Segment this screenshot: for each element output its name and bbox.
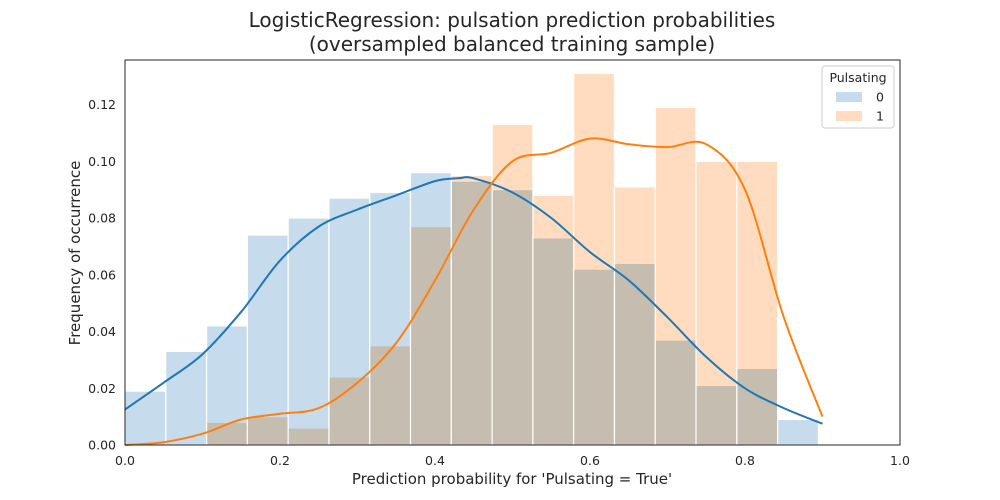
bar-series-1-bin-5 — [328, 376, 371, 446]
y-tick-label-6: 0.12 — [88, 97, 116, 112]
bar-series-1-bin-2 — [206, 421, 248, 446]
x-tick-label-1: 0.2 — [270, 453, 290, 468]
bar-series-1-bin-15 — [736, 160, 779, 446]
bar-series-1-bin-11 — [573, 72, 616, 446]
x-tick-label-5: 1.0 — [890, 453, 910, 468]
legend-label-0: 0 — [876, 90, 884, 105]
y-axis: 0.00 0.02 0.04 0.06 0.08 0.10 0.12 — [88, 97, 116, 452]
y-tick-label-3: 0.06 — [88, 267, 116, 282]
bar-series-0-bin-3 — [246, 234, 289, 446]
plot-area — [124, 59, 901, 446]
chart-title: LogisticRegression: pulsation prediction… — [249, 8, 776, 32]
bar-series-1-bin-14 — [695, 160, 738, 446]
y-tick-label-0: 0.00 — [88, 438, 116, 453]
kde-line-series-1 — [124, 137, 824, 446]
y-tick-label-4: 0.08 — [88, 211, 116, 226]
bar-series-1-bin-9 — [491, 123, 534, 446]
bar-series-1-bin-6 — [369, 345, 412, 446]
chart-subtitle: (oversampled balanced training sample) — [309, 32, 715, 56]
bar-series-1-bin-13 — [654, 106, 697, 446]
legend: Pulsating 0 1 — [821, 65, 895, 129]
legend-label-1: 1 — [876, 109, 884, 124]
bar-series-1-bin-4 — [287, 427, 330, 446]
legend-swatch-0 — [836, 92, 862, 102]
bar-series-1-bin-8 — [450, 174, 493, 446]
y-tick-label-5: 0.10 — [88, 154, 116, 169]
bar-series-1-bin-7 — [409, 225, 452, 446]
legend-title: Pulsating — [829, 70, 886, 85]
x-axis: 0.0 0.2 0.4 0.6 0.8 1.0 — [115, 453, 910, 468]
y-tick-label-1: 0.02 — [88, 381, 116, 396]
x-tick-label-4: 0.8 — [735, 453, 755, 468]
bar-series-0-bin-16 — [777, 418, 819, 446]
y-tick-label-2: 0.04 — [88, 324, 116, 339]
bar-series-1-bin-3 — [246, 416, 289, 446]
x-tick-label-0: 0.0 — [115, 453, 135, 468]
bar-series-1-bin-12 — [613, 186, 656, 446]
x-tick-label-2: 0.4 — [425, 453, 445, 468]
axes-frame — [124, 59, 901, 446]
bar-series-0-bin-1 — [165, 350, 208, 446]
x-tick-label-3: 0.6 — [580, 453, 600, 468]
legend-swatch-1 — [836, 111, 862, 121]
x-axis-label: Prediction probability for 'Pulsating = … — [352, 470, 672, 488]
bar-series-0-bin-0 — [124, 390, 167, 446]
y-axis-label: Frequency of occurrence — [66, 161, 84, 346]
kde-line-series-0 — [124, 176, 823, 425]
